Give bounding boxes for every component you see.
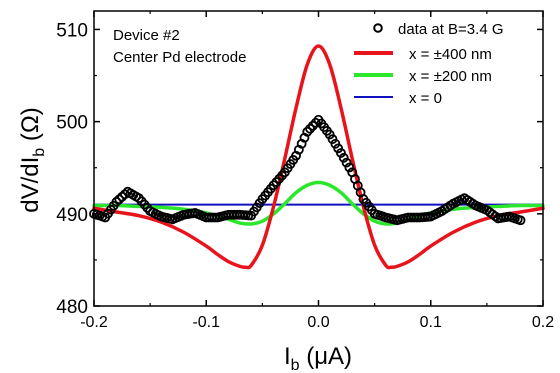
data-point-interp [341, 157, 352, 168]
data-point [111, 196, 122, 207]
data-point-interp [114, 194, 125, 205]
legend-label-x0: x = 0 [409, 90, 442, 107]
x-tick-label: -0.2 [80, 314, 108, 331]
data-point-interp [344, 162, 355, 173]
x-tick-label: 0.0 [307, 314, 329, 331]
x-ticks: -0.2 -0.1 0.0 0.1 0.2 [80, 11, 554, 331]
data-point [336, 148, 346, 158]
data-point-interp [338, 152, 349, 163]
annotation-electrode: Center Pd electrode [113, 49, 246, 66]
y-axis-label: dV/dIb (Ω) [17, 107, 48, 213]
series-line-1 [92, 44, 545, 270]
legend: data at B=3.4 G x = ±400 nm x = ±200 nm … [354, 21, 504, 107]
annotation-block: Device #2 Center Pd electrode [113, 27, 246, 66]
y-tick-label: 480 [56, 297, 88, 318]
x-tick-label: 0.1 [420, 314, 442, 331]
y-tick-label: 510 [56, 20, 88, 41]
legend-marker-data [373, 23, 383, 33]
x-axis-label: Ib (μA) [284, 343, 352, 373]
data-point [515, 215, 526, 226]
y-tick-label: 490 [56, 205, 88, 226]
legend-label-data: data at B=3.4 G [398, 21, 504, 38]
y-ticks: 480 490 500 510 [56, 20, 543, 318]
legend-label-200nm: x = ±200 nm [409, 68, 492, 85]
x-tick-label: -0.1 [192, 314, 220, 331]
y-tick-label: 500 [56, 113, 88, 134]
legend-label-400nm: x = ±400 nm [409, 46, 492, 63]
annotation-device: Device #2 [113, 27, 180, 44]
x-tick-label: 0.2 [532, 314, 554, 331]
plot-content [89, 44, 545, 270]
data-point-interp [117, 191, 127, 202]
